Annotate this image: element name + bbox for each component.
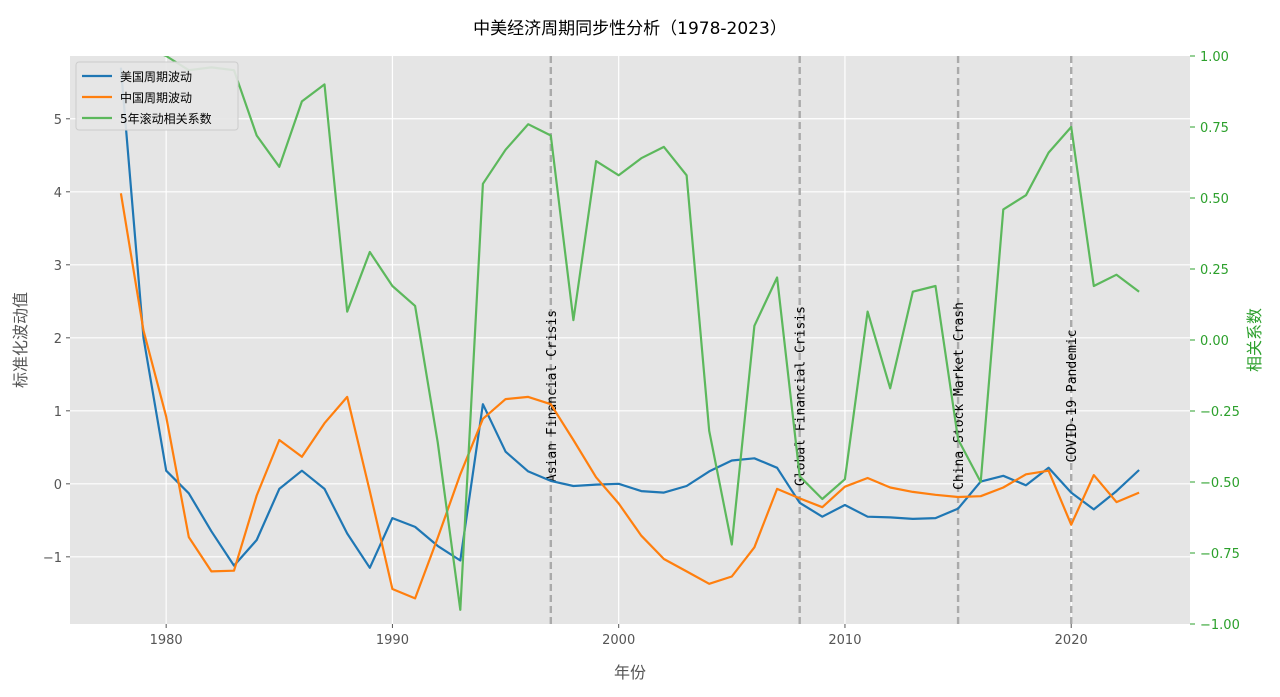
chart-title: 中美经济周期同步性分析（1978-2023） [473,19,787,39]
legend-label: 5年滚动相关系数 [120,111,212,126]
y-axis-right: −1.00 −0.75 −0.50 −0.25 0.00 0.25 0.50 0.75 1.00 [1190,50,1240,633]
y-axis-left: −1 0 1 2 3 4 5 [43,113,70,566]
series-line [119,193,1140,600]
y-tick-label: 0 [54,478,62,493]
legend-box [75,61,239,131]
y-tick-label: 2 [54,332,62,347]
x-tick-label: 2000 [602,633,635,648]
plot-top-mask [68,0,1192,56]
series-lines [119,46,1140,611]
y-tick-label: 3 [54,259,62,274]
series-line [119,67,1140,569]
series-line [143,46,1140,611]
x-axis: 1980 1990 2000 2010 2020 [150,624,1088,648]
y2-tick-label: −1.00 [1200,618,1240,633]
y-tick-label: 4 [54,186,62,201]
y2-axis-label: 相关系数 [1245,308,1264,372]
y2-tick-label: 1.00 [1200,50,1229,65]
x-tick-label: 1990 [376,633,409,648]
y-axis-label: 标准化波动值 [11,292,30,388]
event-label: Asian Financial Crisis [545,310,560,482]
y2-tick-label: 0.25 [1200,263,1229,278]
y2-tick-label: −0.75 [1200,547,1240,562]
event-label: China Stock Market Crash [952,302,967,490]
x-tick-label: 2020 [1055,633,1088,648]
plot-background [70,56,1190,624]
event-label: COVID-19 Pandemic [1065,329,1080,462]
y-tick-label: −1 [43,551,62,566]
y2-tick-label: −0.25 [1200,405,1240,420]
y2-tick-label: −0.50 [1200,476,1240,491]
legend-label: 美国周期波动 [120,70,192,84]
y2-tick-label: 0.75 [1200,121,1229,136]
y-tick-label: 5 [54,113,62,128]
x-tick-label: 2010 [828,633,861,648]
y2-tick-label: 0.50 [1200,192,1229,207]
event-label: Global Financial Crisis [794,306,809,486]
legend-label: 中国周期波动 [120,90,192,105]
y-tick-label: 1 [54,405,62,420]
event-markers: Asian Financial Crisis Global Financial C… [545,56,1080,624]
x-tick-label: 1980 [150,633,183,648]
x-axis-label: 年份 [614,663,646,682]
y2-tick-label: 0.00 [1200,334,1229,349]
